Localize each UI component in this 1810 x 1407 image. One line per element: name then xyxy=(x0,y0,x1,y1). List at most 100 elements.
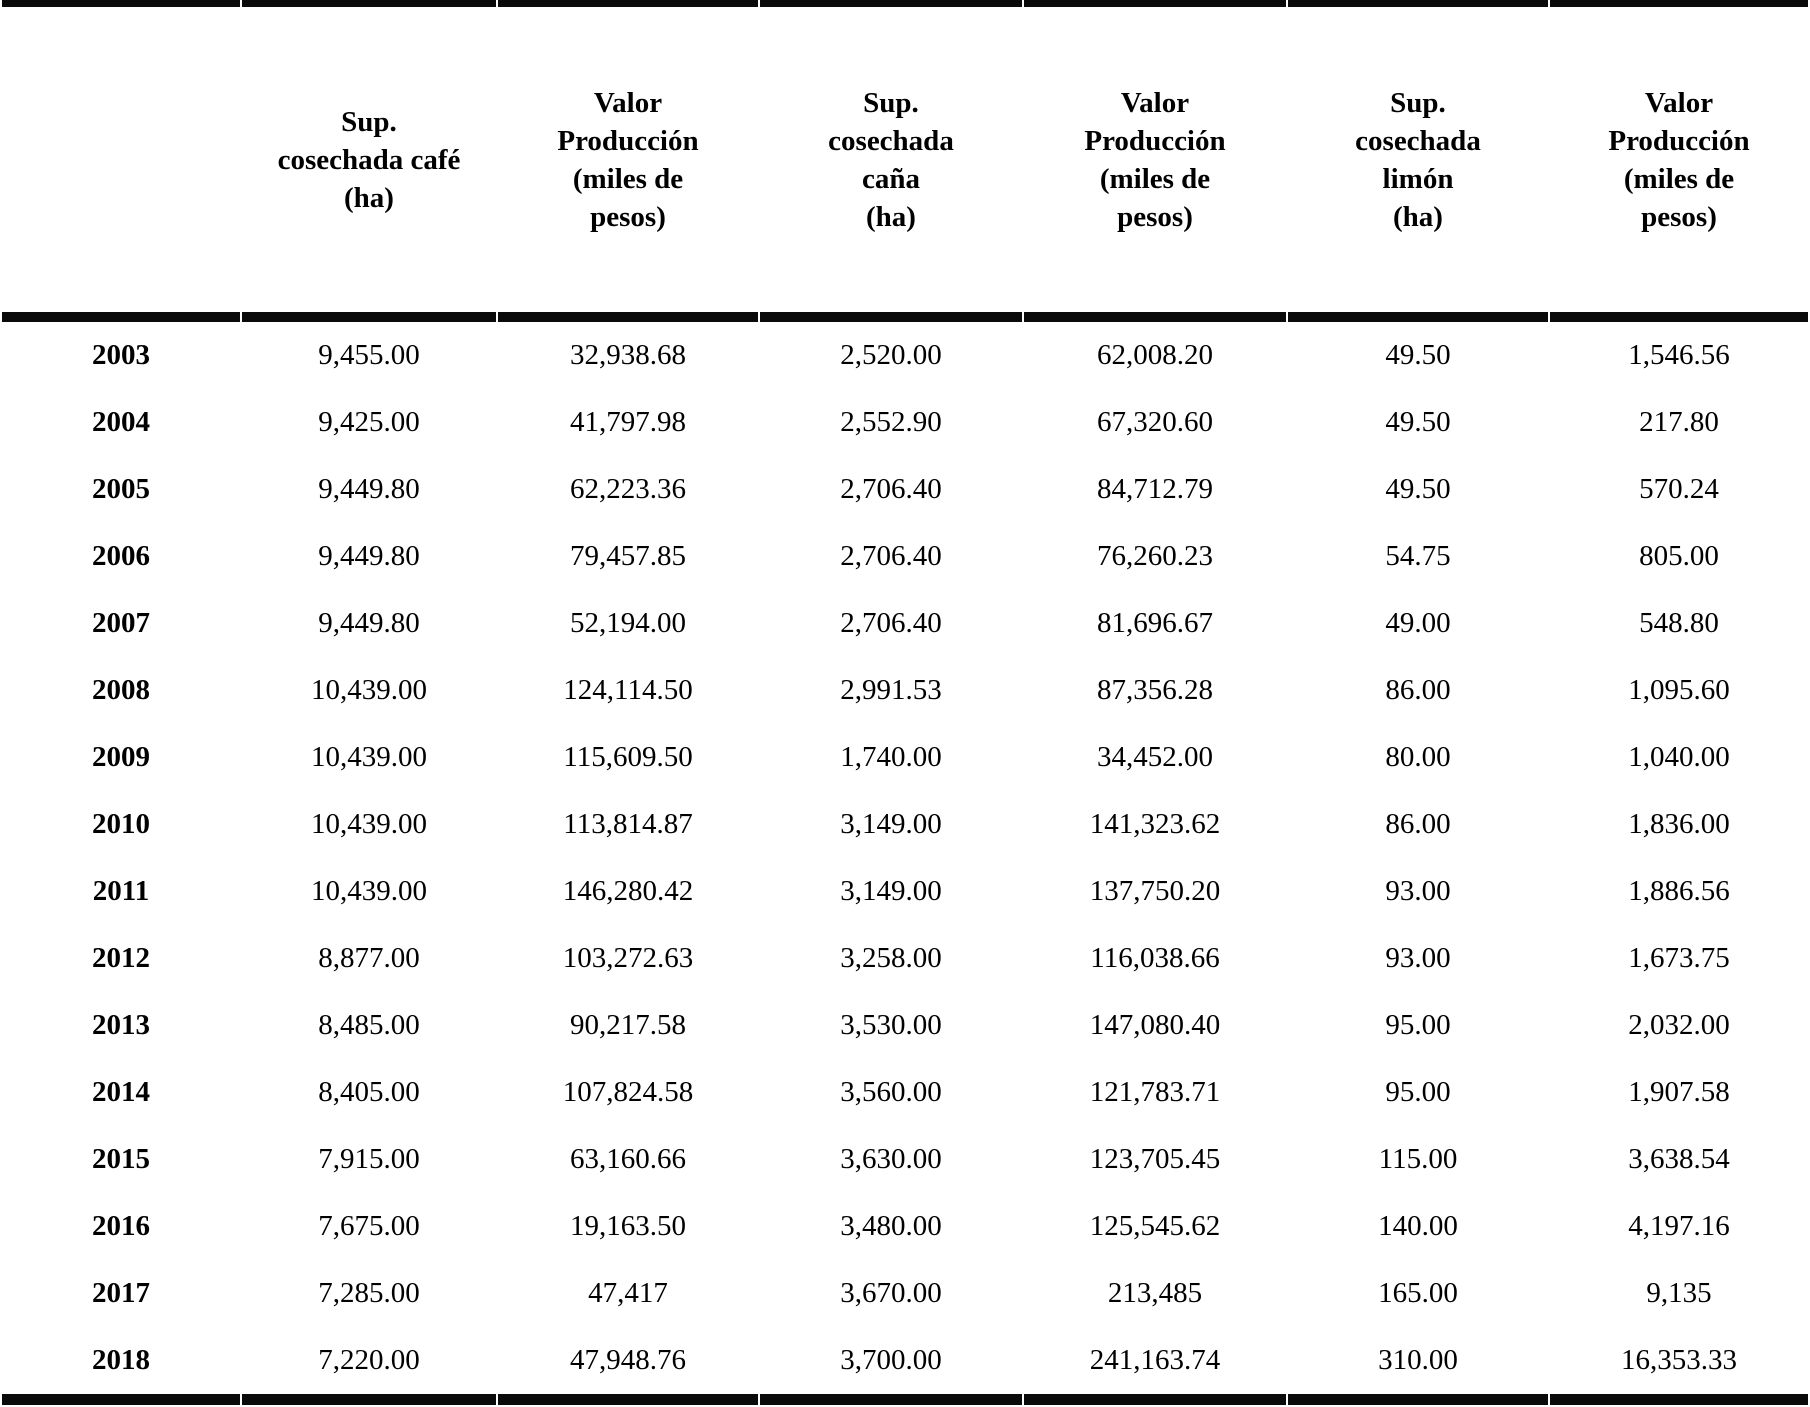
value-cell: 49.50 xyxy=(1385,473,1451,505)
value-cell: 123,705.45 xyxy=(1089,1143,1221,1175)
value-cell: 141,323.62 xyxy=(1089,808,1221,840)
year-cell: 2003 xyxy=(92,339,150,371)
value-cell: 10,439.00 xyxy=(311,808,427,840)
value-cell: 125,545.62 xyxy=(1089,1210,1221,1242)
year-cell: 2009 xyxy=(92,741,150,773)
value-cell: 93.00 xyxy=(1385,875,1451,907)
value-cell: 81,696.67 xyxy=(1097,607,1213,639)
year-column-header xyxy=(2,0,240,322)
value-cell: 2,520.00 xyxy=(840,339,942,371)
value-cell: 805.00 xyxy=(1639,540,1719,572)
value-cell: 90,217.58 xyxy=(570,1009,686,1041)
year-cell: 2015 xyxy=(92,1143,150,1175)
value-cell: 10,439.00 xyxy=(311,741,427,773)
value-cell: 113,814.87 xyxy=(563,808,693,840)
value-cell: 1,095.60 xyxy=(1628,674,1730,706)
year-cell: 2013 xyxy=(92,1009,150,1041)
value-cell: 80.00 xyxy=(1385,741,1451,773)
value-cell: 3,530.00 xyxy=(840,1009,942,1041)
table-row: 2016 7,675.00 19,163.50 3,480.00 125,545.62 1… xyxy=(2,1193,1808,1260)
value-cell: 3,638.54 xyxy=(1628,1143,1730,1175)
header-row: Sup. cosechada café (ha) Valor Producció… xyxy=(2,0,1808,322)
value-cell: 87,356.28 xyxy=(1097,674,1213,706)
year-cell: 2007 xyxy=(92,607,150,639)
value-cell: 116,038.66 xyxy=(1090,942,1220,974)
column-header-valor-limon: Valor Producción (miles de pesos) xyxy=(1550,0,1808,322)
table-row: 2013 8,485.00 90,217.58 3,530.00 147,080.40 9… xyxy=(2,992,1808,1059)
value-cell: 147,080.40 xyxy=(1089,1009,1221,1041)
value-cell: 2,706.40 xyxy=(840,473,942,505)
value-cell: 9,425.00 xyxy=(318,406,420,438)
value-cell: 2,706.40 xyxy=(840,540,942,572)
table-row: 2015 7,915.00 63,160.66 3,630.00 123,705.45 1… xyxy=(2,1126,1808,1193)
table-row: 2008 10,439.00 124,114.50 2,991.53 87,356.28… xyxy=(2,657,1808,724)
value-cell: 115.00 xyxy=(1378,1143,1458,1175)
value-cell: 41,797.98 xyxy=(570,406,686,438)
value-cell: 32,938.68 xyxy=(570,339,686,371)
value-cell: 1,546.56 xyxy=(1628,339,1730,371)
value-cell: 95.00 xyxy=(1385,1076,1451,1108)
value-cell: 3,480.00 xyxy=(840,1210,942,1242)
year-cell: 2018 xyxy=(2,1327,240,1405)
column-header-sup-cafe: Sup. cosechada café (ha) xyxy=(242,0,496,322)
value-cell: 548.80 xyxy=(1639,607,1719,639)
value-cell: 49.00 xyxy=(1385,607,1451,639)
value-cell: 10,439.00 xyxy=(311,875,427,907)
value-cell: 52,194.00 xyxy=(570,607,686,639)
value-cell: 241,163.74 xyxy=(1024,1327,1286,1405)
value-cell: 121,783.71 xyxy=(1089,1076,1221,1108)
table-row: 2007 9,449.80 52,194.00 2,706.40 81,696.67 49… xyxy=(2,590,1808,657)
value-cell: 62,008.20 xyxy=(1097,339,1213,371)
value-cell: 213,485 xyxy=(1107,1277,1203,1309)
value-cell: 16,353.33 xyxy=(1550,1327,1808,1405)
value-cell: 2,032.00 xyxy=(1628,1009,1730,1041)
value-cell: 7,675.00 xyxy=(318,1210,420,1242)
value-cell: 8,485.00 xyxy=(318,1009,420,1041)
value-cell: 7,220.00 xyxy=(242,1327,496,1405)
table-row: 2009 10,439.00 115,609.50 1,740.00 34,452.00… xyxy=(2,724,1808,791)
value-cell: 9,449.80 xyxy=(318,540,420,572)
column-header-valor-cana: Valor Producción (miles de pesos) xyxy=(1024,0,1286,322)
value-cell: 79,457.85 xyxy=(570,540,686,572)
value-cell: 570.24 xyxy=(1639,473,1719,505)
year-cell: 2008 xyxy=(92,674,150,706)
value-cell: 1,907.58 xyxy=(1628,1076,1730,1108)
value-cell: 76,260.23 xyxy=(1097,540,1213,572)
value-cell: 19,163.50 xyxy=(570,1210,686,1242)
year-cell: 2005 xyxy=(92,473,150,505)
table-row: 2004 9,425.00 41,797.98 2,552.90 67,320.60 49… xyxy=(2,389,1808,456)
value-cell: 7,285.00 xyxy=(318,1277,420,1309)
value-cell: 3,149.00 xyxy=(840,808,942,840)
table-body: 2003 9,455.00 32,938.68 2,520.00 62,008.20 49… xyxy=(2,322,1808,1405)
value-cell: 9,449.80 xyxy=(318,473,420,505)
value-cell: 63,160.66 xyxy=(570,1143,686,1175)
year-cell: 2017 xyxy=(92,1277,150,1309)
value-cell: 1,673.75 xyxy=(1628,942,1730,974)
column-header-valor-cafe: Valor Producción (miles de pesos) xyxy=(498,0,758,322)
value-cell: 103,272.63 xyxy=(562,942,694,974)
table-row: 2005 9,449.80 62,223.36 2,706.40 84,712.79 49… xyxy=(2,456,1808,523)
column-header-sup-limon: Sup. cosechada limón (ha) xyxy=(1288,0,1548,322)
table-row: 2012 8,877.00 103,272.63 3,258.00 116,038.66… xyxy=(2,925,1808,992)
value-cell: 54.75 xyxy=(1385,540,1451,572)
table-header: Sup. cosechada café (ha) Valor Producció… xyxy=(2,0,1808,322)
value-cell: 3,630.00 xyxy=(840,1143,942,1175)
value-cell: 9,455.00 xyxy=(318,339,420,371)
value-cell: 3,700.00 xyxy=(760,1327,1022,1405)
year-cell: 2014 xyxy=(92,1076,150,1108)
value-cell: 3,670.00 xyxy=(840,1277,942,1309)
value-cell: 1,836.00 xyxy=(1628,808,1730,840)
value-cell: 67,320.60 xyxy=(1097,406,1213,438)
value-cell: 34,452.00 xyxy=(1097,741,1213,773)
value-cell: 47,417 xyxy=(588,1277,668,1309)
value-cell: 2,991.53 xyxy=(840,674,942,706)
value-cell: 84,712.79 xyxy=(1097,473,1213,505)
value-cell: 4,197.16 xyxy=(1628,1210,1730,1242)
table-row: 2014 8,405.00 107,824.58 3,560.00 121,783.71… xyxy=(2,1059,1808,1126)
value-cell: 1,040.00 xyxy=(1628,741,1730,773)
value-cell: 10,439.00 xyxy=(311,674,427,706)
column-header-sup-cana: Sup. cosechada caña (ha) xyxy=(760,0,1022,322)
value-cell: 86.00 xyxy=(1385,674,1451,706)
value-cell: 115,609.50 xyxy=(563,741,693,773)
year-cell: 2004 xyxy=(92,406,150,438)
